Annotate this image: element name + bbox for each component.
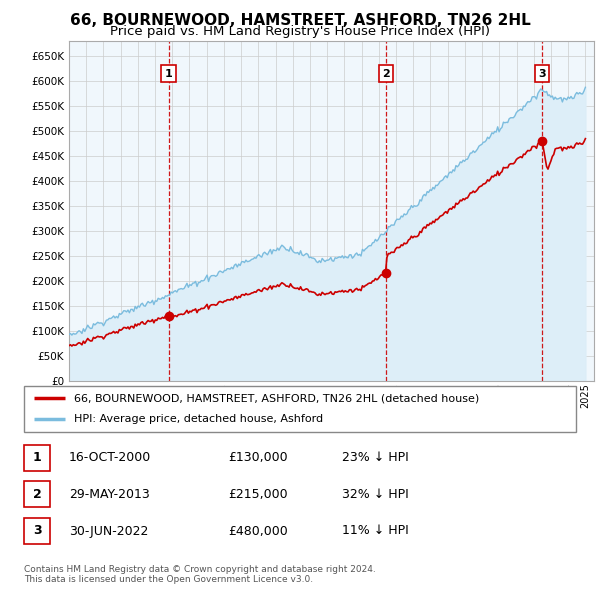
Text: 2: 2 bbox=[33, 488, 41, 501]
Text: 1: 1 bbox=[33, 451, 41, 464]
Text: 66, BOURNEWOOD, HAMSTREET, ASHFORD, TN26 2HL: 66, BOURNEWOOD, HAMSTREET, ASHFORD, TN26… bbox=[70, 13, 530, 28]
Text: 1: 1 bbox=[165, 68, 173, 78]
Text: 11% ↓ HPI: 11% ↓ HPI bbox=[342, 525, 409, 537]
Text: £215,000: £215,000 bbox=[228, 488, 287, 501]
Text: 16-OCT-2000: 16-OCT-2000 bbox=[69, 451, 151, 464]
Text: 29-MAY-2013: 29-MAY-2013 bbox=[69, 488, 150, 501]
Text: 66, BOURNEWOOD, HAMSTREET, ASHFORD, TN26 2HL (detached house): 66, BOURNEWOOD, HAMSTREET, ASHFORD, TN26… bbox=[74, 394, 479, 404]
Text: 32% ↓ HPI: 32% ↓ HPI bbox=[342, 488, 409, 501]
Text: HPI: Average price, detached house, Ashford: HPI: Average price, detached house, Ashf… bbox=[74, 414, 323, 424]
Text: £130,000: £130,000 bbox=[228, 451, 287, 464]
Text: Contains HM Land Registry data © Crown copyright and database right 2024.
This d: Contains HM Land Registry data © Crown c… bbox=[24, 565, 376, 584]
Text: Price paid vs. HM Land Registry's House Price Index (HPI): Price paid vs. HM Land Registry's House … bbox=[110, 25, 490, 38]
Text: 3: 3 bbox=[538, 68, 546, 78]
Text: £480,000: £480,000 bbox=[228, 525, 288, 537]
Text: 3: 3 bbox=[33, 525, 41, 537]
Text: 2: 2 bbox=[382, 68, 390, 78]
Text: 23% ↓ HPI: 23% ↓ HPI bbox=[342, 451, 409, 464]
Text: 30-JUN-2022: 30-JUN-2022 bbox=[69, 525, 148, 537]
